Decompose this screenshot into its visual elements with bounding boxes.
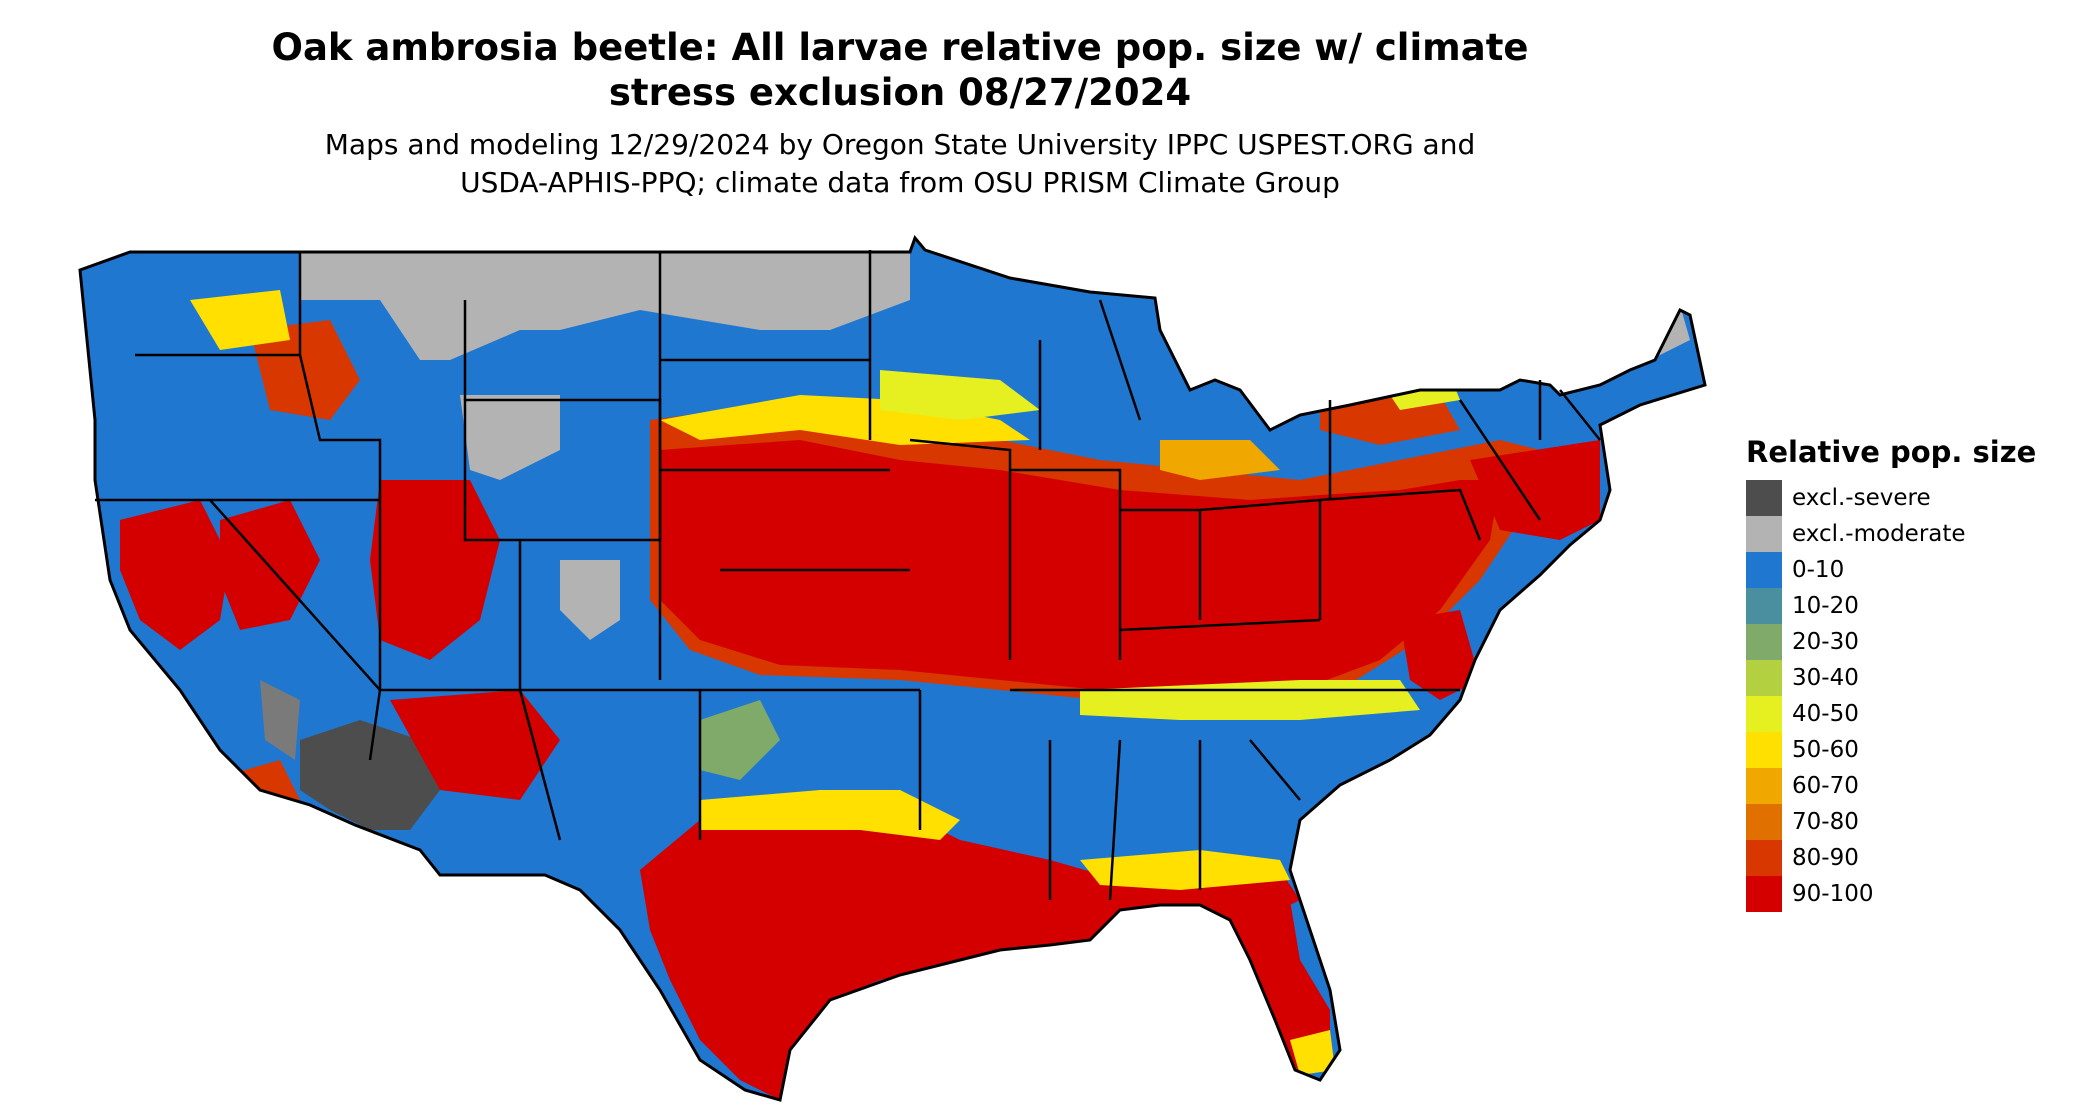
legend-label: 90-100 <box>1792 881 1874 907</box>
legend-item-50-60: 50-60 <box>1746 732 2076 768</box>
legend-swatch <box>1746 804 1782 840</box>
legend-item-excl-severe: excl.-severe <box>1746 480 2076 516</box>
legend-swatch <box>1746 516 1782 552</box>
map-subtitle-line-1: Maps and modeling 12/29/2024 by Oregon S… <box>324 128 1476 161</box>
map-title-line-1: Oak ambrosia beetle: All larvae relative… <box>271 26 1529 69</box>
gray-colorado <box>560 560 620 640</box>
green-oklahoma-edge <box>700 700 780 780</box>
legend-item-90-100: 90-100 <box>1746 876 2076 912</box>
legend-item-0-10: 0-10 <box>1746 552 2076 588</box>
warm-oregon <box>250 320 360 420</box>
legend-label: 30-40 <box>1792 665 1859 691</box>
legend-label: 60-70 <box>1792 773 1859 799</box>
legend-label: excl.-severe <box>1792 485 1931 511</box>
orange-michigan <box>1160 440 1280 480</box>
legend-item-20-30: 20-30 <box>1746 624 2076 660</box>
hot-gulf-coast <box>640 800 1300 1100</box>
severe-exclusion-mojave <box>260 680 300 760</box>
legend-swatch <box>1746 768 1782 804</box>
legend-items: excl.-severe excl.-moderate 0-10 10-20 2… <box>1746 480 2076 912</box>
map-title-line-2: stress exclusion 08/27/2024 <box>608 71 1192 114</box>
legend-item-80-90: 80-90 <box>1746 840 2076 876</box>
legend-swatch <box>1746 876 1782 912</box>
legend-swatch <box>1746 840 1782 876</box>
legend-swatch <box>1746 696 1782 732</box>
map-subtitle-line-2: USDA-APHIS-PPQ; climate data from OSU PR… <box>460 166 1340 199</box>
hot-virginia <box>1400 610 1480 700</box>
hot-arizona-new-mexico <box>390 690 560 800</box>
legend-swatch <box>1746 624 1782 660</box>
legend-label: 80-90 <box>1792 845 1859 871</box>
legend-item-excl-moderate: excl.-moderate <box>1746 516 2076 552</box>
legend-swatch <box>1746 732 1782 768</box>
yellow-transition-minnesota <box>880 370 1040 420</box>
yellow-south-florida <box>1290 1030 1335 1075</box>
legend-title: Relative pop. size <box>1746 435 2037 469</box>
hot-nevada <box>220 500 320 630</box>
severe-exclusion-southwest <box>300 720 440 830</box>
legend-label: 50-60 <box>1792 737 1859 763</box>
hot-utah <box>370 480 500 660</box>
legend-swatch <box>1746 552 1782 588</box>
legend-swatch <box>1746 588 1782 624</box>
gray-north-plains <box>300 250 910 360</box>
legend-label: 0-10 <box>1792 557 1845 583</box>
gray-wyoming <box>460 395 560 480</box>
legend-item-10-20: 10-20 <box>1746 588 2076 624</box>
legend-swatch <box>1746 480 1782 516</box>
legend-swatch <box>1746 660 1782 696</box>
yellow-texas-transition <box>700 790 960 840</box>
yellow-southeast <box>1080 850 1290 890</box>
state-boundaries <box>95 250 1601 901</box>
legend-item-40-50: 40-50 <box>1746 696 2076 732</box>
hot-california-central <box>120 500 230 650</box>
legend-label: excl.-moderate <box>1792 521 1966 547</box>
us-outline <box>78 235 1707 1102</box>
red-new-york <box>1320 395 1460 445</box>
yellow-washington <box>190 290 290 350</box>
legend-label: 40-50 <box>1792 701 1859 727</box>
legend-label: 20-30 <box>1792 629 1859 655</box>
legend-label: 10-20 <box>1792 593 1859 619</box>
legend-label: 70-80 <box>1792 809 1859 835</box>
map-raster <box>80 238 1705 1100</box>
legend-item-30-40: 30-40 <box>1746 660 2076 696</box>
legend-item-60-70: 60-70 <box>1746 768 2076 804</box>
legend: Relative pop. size excl.-severe excl.-mo… <box>1746 434 2076 912</box>
legend-item-70-80: 70-80 <box>1746 804 2076 840</box>
